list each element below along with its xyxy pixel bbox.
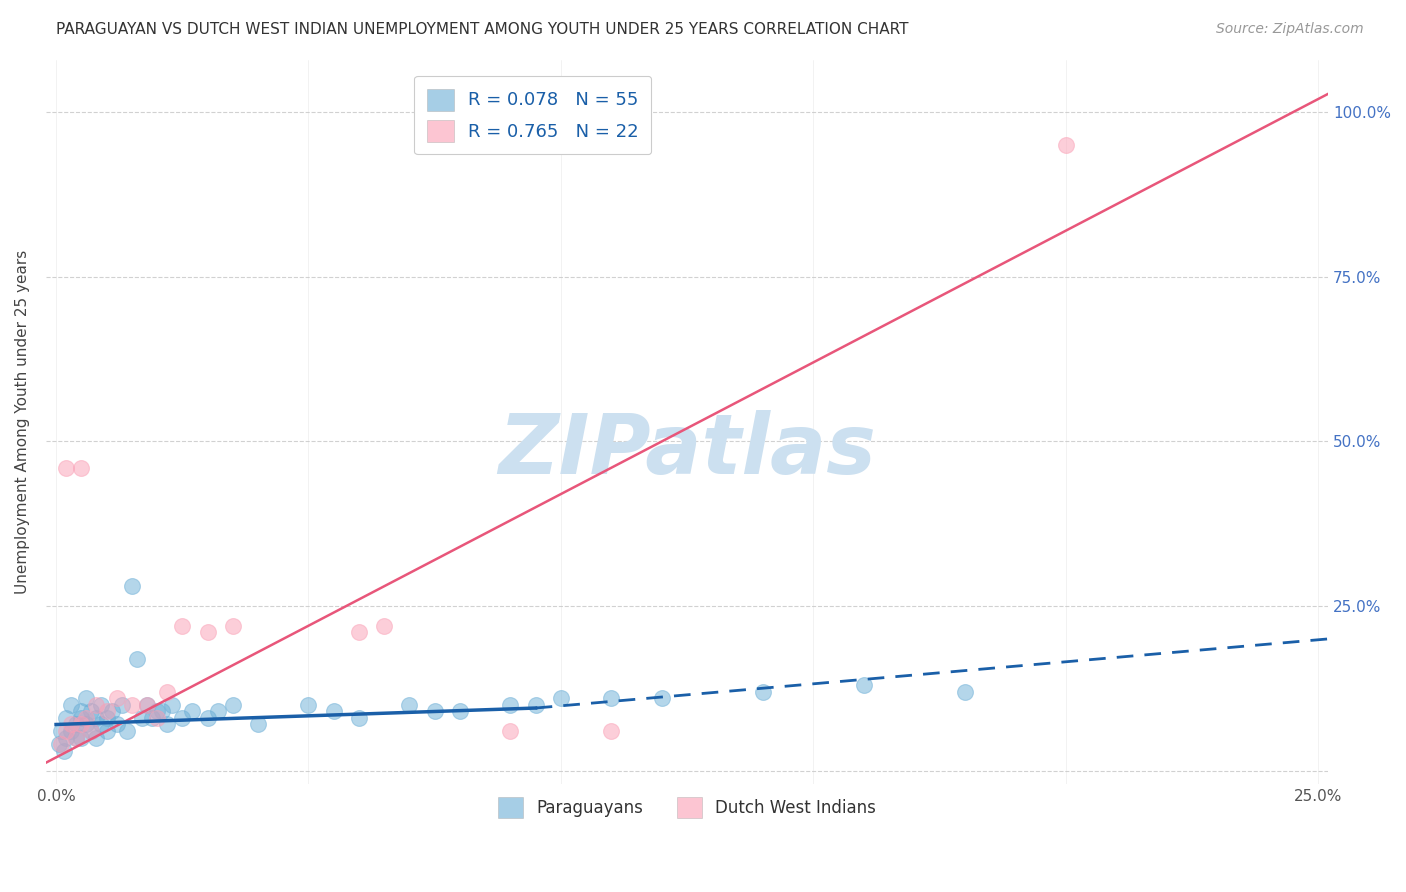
Point — [953, 684, 976, 698]
Point — [80, 704, 103, 718]
Point — [75, 691, 97, 706]
Point — [146, 704, 169, 718]
Point — [398, 698, 420, 712]
Point — [651, 691, 673, 706]
Text: ZIPatlas: ZIPatlas — [498, 410, 876, 491]
Point — [125, 651, 148, 665]
Point — [100, 704, 122, 718]
Point — [111, 698, 134, 712]
Point — [373, 619, 395, 633]
Point — [49, 737, 72, 751]
Point — [1054, 138, 1077, 153]
Point — [197, 625, 219, 640]
Point — [136, 698, 159, 712]
Point — [172, 619, 194, 633]
Point — [150, 704, 173, 718]
Point — [146, 711, 169, 725]
Y-axis label: Unemployment Among Youth under 25 years: Unemployment Among Youth under 25 years — [15, 250, 30, 594]
Point — [55, 460, 77, 475]
Point — [60, 717, 83, 731]
Point — [136, 698, 159, 712]
Point — [70, 711, 93, 725]
Point — [70, 717, 93, 731]
Point — [55, 731, 77, 745]
Point — [65, 731, 87, 745]
Point — [65, 717, 87, 731]
Legend: Paraguayans, Dutch West Indians: Paraguayans, Dutch West Indians — [489, 789, 884, 826]
Point — [96, 711, 118, 725]
Point — [96, 704, 118, 718]
Point — [90, 698, 112, 712]
Point — [499, 724, 522, 739]
Point — [131, 711, 153, 725]
Point — [222, 698, 245, 712]
Point — [75, 711, 97, 725]
Point — [160, 698, 183, 712]
Point — [115, 724, 138, 739]
Text: Source: ZipAtlas.com: Source: ZipAtlas.com — [1216, 22, 1364, 37]
Point — [499, 698, 522, 712]
Point — [65, 731, 87, 745]
Point — [423, 704, 446, 718]
Point — [90, 717, 112, 731]
Point — [347, 711, 370, 725]
Point — [297, 698, 319, 712]
Point — [600, 691, 623, 706]
Point — [49, 724, 72, 739]
Point — [600, 724, 623, 739]
Point — [156, 717, 179, 731]
Point — [347, 625, 370, 640]
Text: PARAGUAYAN VS DUTCH WEST INDIAN UNEMPLOYMENT AMONG YOUTH UNDER 25 YEARS CORRELAT: PARAGUAYAN VS DUTCH WEST INDIAN UNEMPLOY… — [56, 22, 908, 37]
Point — [70, 460, 93, 475]
Point — [197, 711, 219, 725]
Point — [105, 717, 128, 731]
Point — [80, 724, 103, 739]
Point — [48, 737, 70, 751]
Point — [322, 704, 344, 718]
Point — [181, 704, 204, 718]
Point — [550, 691, 572, 706]
Point — [141, 711, 163, 725]
Point — [70, 704, 93, 718]
Point — [156, 684, 179, 698]
Point — [121, 579, 143, 593]
Point — [207, 704, 229, 718]
Point — [121, 698, 143, 712]
Point — [524, 698, 547, 712]
Point — [52, 744, 75, 758]
Point — [246, 717, 269, 731]
Point — [105, 691, 128, 706]
Point — [222, 619, 245, 633]
Point — [86, 711, 108, 725]
Point — [96, 724, 118, 739]
Point — [55, 724, 77, 739]
Point — [449, 704, 471, 718]
Point — [55, 711, 77, 725]
Point — [172, 711, 194, 725]
Point — [70, 731, 93, 745]
Point — [80, 724, 103, 739]
Point — [60, 724, 83, 739]
Point — [75, 717, 97, 731]
Point — [86, 698, 108, 712]
Point — [86, 731, 108, 745]
Point — [852, 678, 875, 692]
Point — [60, 698, 83, 712]
Point — [752, 684, 775, 698]
